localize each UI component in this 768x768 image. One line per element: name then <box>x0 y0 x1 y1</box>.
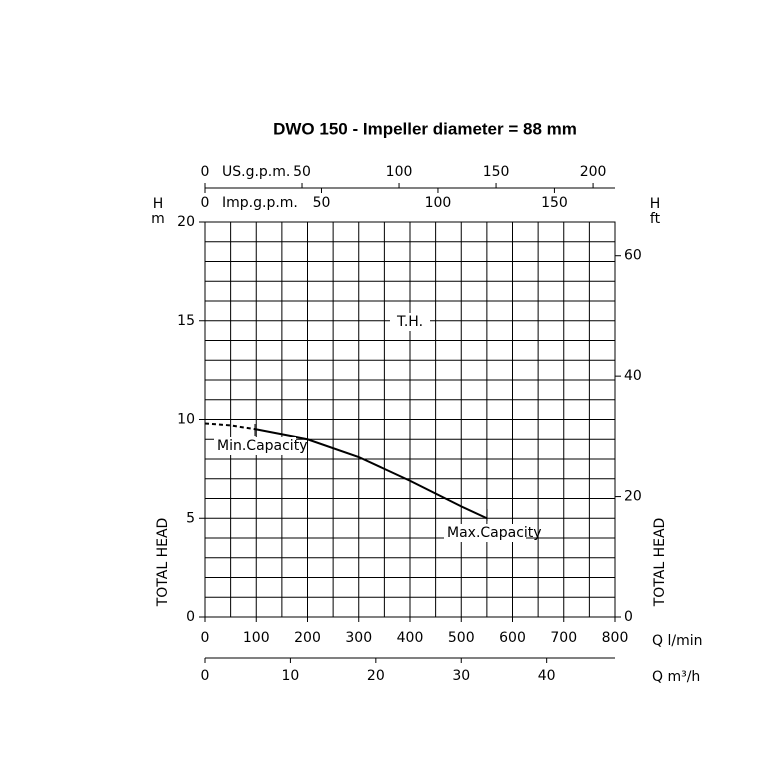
top-axis-label: Imp.g.p.m. <box>222 195 298 211</box>
y-tick-label: 10 <box>177 412 195 428</box>
x-tick-label: 200 <box>294 630 321 646</box>
y2-tick-label: 60 <box>624 248 642 264</box>
x2-tick-label: 40 <box>538 668 556 684</box>
y-axis-label: TOTAL HEAD <box>155 518 171 608</box>
top-axis-label: US.g.p.m. <box>222 164 290 180</box>
annotation-bg <box>390 313 430 331</box>
x-tick-label: 500 <box>448 630 475 646</box>
y2-tick-label: 0 <box>624 609 633 625</box>
y2-axis-label: TOTAL HEAD <box>652 518 668 608</box>
x2-tick-label: 20 <box>367 668 385 684</box>
x2-tick-label: 0 <box>201 668 210 684</box>
annotation: Max.Capacity <box>447 525 542 541</box>
curve <box>204 422 257 431</box>
x-tick-label: 700 <box>550 630 577 646</box>
y2-unit: ft <box>650 211 661 227</box>
top-tick-label: 50 <box>313 195 331 211</box>
top-tick-label: 100 <box>386 164 413 180</box>
annotation: Min.Capacity <box>217 438 307 454</box>
plot-frame <box>204 221 616 618</box>
annotation: T.H. <box>396 314 423 330</box>
chart-title: DWO 150 - Impeller diameter = 88 mm <box>273 119 577 138</box>
annotation-bg <box>214 437 296 455</box>
top-tick-label: 0 <box>201 195 210 211</box>
y-tick-label: 20 <box>177 214 195 230</box>
curve <box>256 428 488 520</box>
annotation-bg <box>444 524 526 542</box>
y2-tick-label: 20 <box>624 489 642 505</box>
x2-axis-label: Q m³/h <box>652 669 700 685</box>
top-tick-label: 0 <box>201 164 210 180</box>
top-tick-label: 100 <box>425 195 452 211</box>
x-tick-label: 600 <box>499 630 526 646</box>
y2-symbol: H <box>650 196 661 212</box>
y-symbol: H <box>153 196 164 212</box>
top-tick-label: 150 <box>483 164 510 180</box>
top-tick-label: 200 <box>580 164 607 180</box>
y-tick-label: 15 <box>177 313 195 329</box>
x-tick-label: 100 <box>243 630 270 646</box>
top-tick-label: 50 <box>293 164 311 180</box>
x-tick-label: 300 <box>345 630 372 646</box>
y-tick-label: 0 <box>186 609 195 625</box>
x2-tick-label: 30 <box>452 668 470 684</box>
x2-tick-label: 10 <box>282 668 300 684</box>
x-tick-label: 400 <box>397 630 424 646</box>
y2-tick-label: 40 <box>624 368 642 384</box>
y-unit: m <box>151 211 165 227</box>
x-tick-label: 800 <box>602 630 629 646</box>
x-axis-label: Q l/min <box>652 633 702 649</box>
x-tick-label: 0 <box>201 630 210 646</box>
y-tick-label: 5 <box>186 510 195 526</box>
top-tick-label: 150 <box>541 195 568 211</box>
